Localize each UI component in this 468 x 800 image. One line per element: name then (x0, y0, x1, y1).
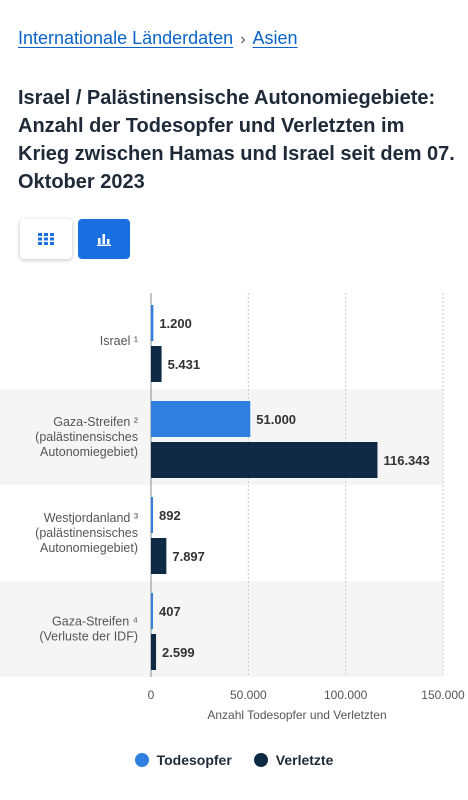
x-axis-title: Anzahl Todesopfer und Verletzten (207, 708, 386, 722)
bar-verletzte (151, 346, 162, 382)
legend-label-verletzte: Verletzte (275, 752, 334, 768)
legend-marker-todesopfer (134, 753, 149, 767)
x-tick-label: 100.000 (324, 688, 368, 702)
bar-verletzte (151, 634, 157, 670)
data-label: 407 (159, 604, 181, 619)
category-label: (Verluste der IDF) (39, 630, 138, 644)
data-label: 1.200 (159, 316, 192, 331)
breadcrumb-link-asien[interactable]: Asien (252, 28, 298, 48)
breadcrumb-link-laenderdaten[interactable]: Internationale Länderdaten (18, 28, 234, 48)
data-label: 7.897 (172, 549, 205, 564)
bar-chart: 0 50.000 100.000 150.000 Anzahl Todesopfer u… (0, 293, 465, 722)
category-label: (palästinensisches (35, 430, 138, 444)
legend-item-todesopfer[interactable]: Todesopfer (134, 752, 232, 768)
category-label: Autonomiegebiet) (40, 541, 138, 555)
x-tick-label: 150.000 (421, 688, 465, 702)
data-label: 51.000 (256, 412, 296, 427)
data-label: 116.343 (383, 453, 429, 468)
category-label: Gaza-Streifen ² (53, 415, 138, 429)
category-label: Gaza-Streifen ⁴ (52, 615, 138, 629)
data-label: 5.431 (168, 357, 201, 372)
page-title: Israel / Palästinensische Autonomiegebie… (18, 87, 455, 193)
bar-verletzte (151, 538, 167, 574)
bar-todesopfer (151, 401, 251, 437)
category-band (0, 581, 443, 677)
legend-label-todesopfer: Todesopfer (156, 752, 232, 768)
data-label: 892 (159, 508, 181, 523)
x-tick-label: 50.000 (230, 688, 267, 702)
chart-legend: Todesopfer Verletzte (0, 752, 468, 768)
table-grid-icon (38, 233, 54, 245)
category-label: (palästinensisches (35, 526, 138, 540)
legend-item-verletzte[interactable]: Verletzte (253, 752, 334, 768)
bar-todesopfer (151, 497, 153, 533)
bar-verletzte (151, 442, 378, 478)
category-label: Autonomiegebiet) (40, 445, 138, 459)
bar-chart-icon (97, 233, 111, 246)
category-label: Westjordanland ³ (44, 511, 138, 525)
bar-todesopfer (151, 593, 153, 629)
data-label: 2.599 (162, 645, 195, 660)
breadcrumb-separator: › (240, 31, 246, 48)
breadcrumb: Internationale Länderdaten › Asien (18, 28, 298, 49)
bar-todesopfer (151, 305, 154, 341)
table-view-button[interactable] (20, 219, 72, 259)
x-tick-label: 0 (148, 688, 155, 702)
chart-view-button[interactable] (78, 219, 130, 259)
category-label: Israel ¹ (100, 334, 138, 348)
legend-marker-verletzte (253, 753, 268, 767)
